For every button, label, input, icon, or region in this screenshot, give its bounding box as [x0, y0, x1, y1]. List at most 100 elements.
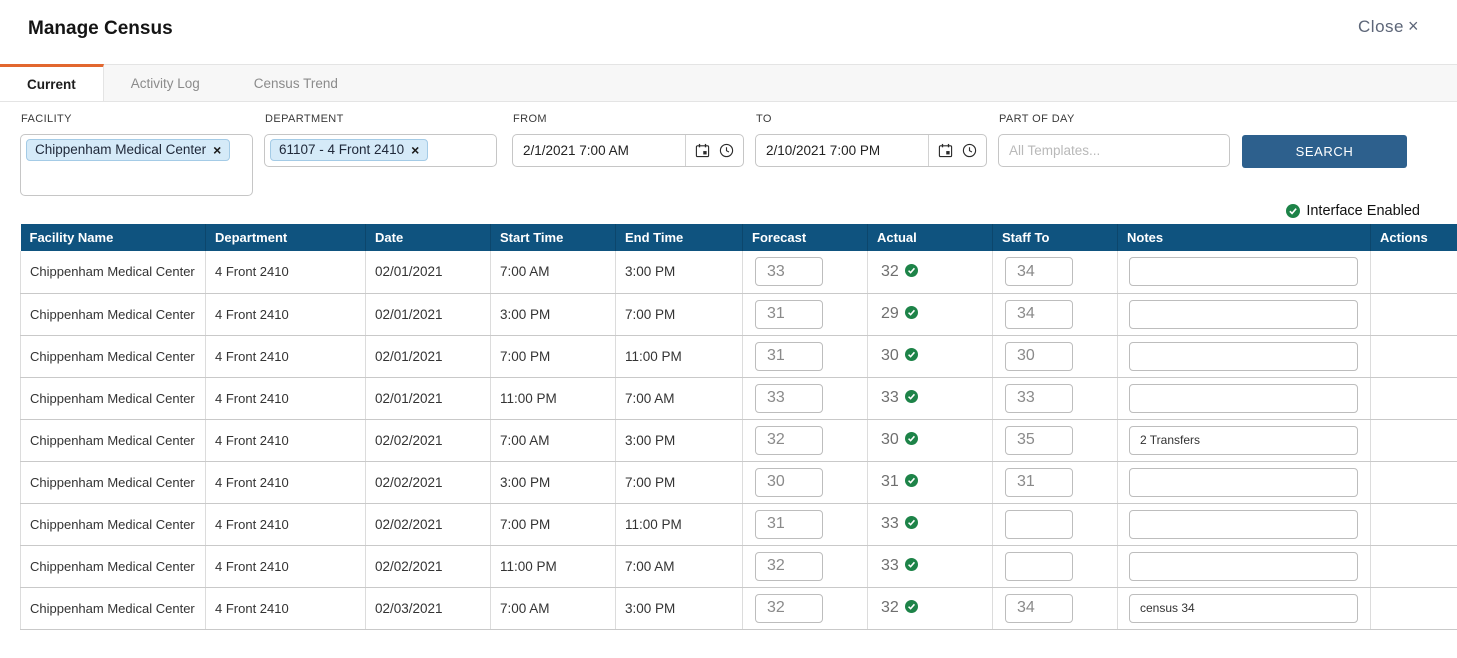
department-cell: 4 Front 2410	[205, 503, 366, 546]
notes-input[interactable]	[1129, 425, 1358, 455]
staff-to-cell	[992, 587, 1118, 630]
column-header-staff-to: Staff To	[992, 224, 1118, 251]
staff-to-input[interactable]	[1005, 509, 1073, 539]
to-datetime-icons	[928, 135, 986, 166]
staff-to-input[interactable]	[1005, 383, 1073, 413]
notes-input[interactable]	[1129, 257, 1358, 287]
start-time-cell: 7:00 PM	[490, 335, 616, 378]
actual-value: 33	[881, 557, 899, 574]
forecast-cell	[742, 251, 868, 294]
check-circle-icon	[904, 306, 918, 319]
table-row: Chippenham Medical Center 4 Front 2410 02/…	[20, 545, 1457, 588]
from-label: FROM	[513, 113, 547, 125]
actual-cell: 32	[867, 587, 993, 630]
date-cell: 02/02/2021	[365, 503, 491, 546]
staff-to-input[interactable]	[1005, 593, 1073, 623]
actual-value: 32	[881, 262, 899, 280]
actions-cell	[1370, 503, 1457, 546]
actual-cell: 33	[867, 377, 993, 420]
notes-input[interactable]	[1129, 551, 1358, 581]
notes-input[interactable]	[1129, 341, 1358, 371]
close-button[interactable]: Close ×	[1358, 16, 1419, 37]
start-time-cell: 11:00 PM	[490, 545, 616, 588]
table-row: Chippenham Medical Center 4 Front 2410 02/…	[20, 377, 1457, 420]
actual-cell: 29	[867, 293, 993, 336]
forecast-cell	[742, 377, 868, 420]
notes-cell	[1117, 293, 1371, 336]
from-datetime-input[interactable]	[513, 135, 685, 166]
calendar-icon[interactable]	[695, 143, 710, 158]
forecast-input[interactable]	[755, 257, 823, 287]
notes-cell	[1117, 419, 1371, 462]
end-time-cell: 7:00 AM	[615, 377, 743, 420]
department-label: DEPARTMENT	[265, 113, 344, 125]
tab-current[interactable]: Current	[0, 64, 104, 101]
actions-cell	[1370, 545, 1457, 588]
start-time-cell: 7:00 PM	[490, 503, 616, 546]
forecast-input[interactable]	[755, 425, 823, 455]
part-of-day-input[interactable]	[998, 134, 1230, 167]
notes-input[interactable]	[1129, 593, 1358, 623]
notes-input[interactable]	[1129, 383, 1358, 413]
panel-header: Manage Census Close ×	[0, 0, 1457, 40]
notes-input[interactable]	[1129, 299, 1358, 329]
table-row: Chippenham Medical Center 4 Front 2410 02/…	[20, 461, 1457, 504]
to-datetime-input[interactable]	[756, 135, 928, 166]
tab-census-trend[interactable]: Census Trend	[253, 75, 338, 91]
start-time-cell: 7:00 AM	[490, 251, 616, 294]
staff-to-input[interactable]	[1005, 551, 1073, 581]
department-multiselect[interactable]: 61107 - 4 Front 2410 ×	[264, 134, 497, 167]
department-cell: 4 Front 2410	[205, 335, 366, 378]
interface-status: Interface Enabled	[0, 196, 1457, 224]
actual-value: 31	[881, 473, 899, 490]
notes-cell	[1117, 251, 1371, 294]
forecast-input[interactable]	[755, 551, 823, 581]
forecast-input[interactable]	[755, 341, 823, 371]
tab-activity-log[interactable]: Activity Log	[130, 75, 200, 91]
forecast-cell	[742, 545, 868, 588]
column-header-actual: Actual	[867, 224, 993, 251]
notes-cell	[1117, 503, 1371, 546]
end-time-cell: 11:00 PM	[615, 335, 743, 378]
department-cell: 4 Front 2410	[205, 377, 366, 420]
clock-icon[interactable]	[962, 143, 977, 158]
department-chip-remove-icon[interactable]: ×	[411, 141, 420, 158]
department-chip: 61107 - 4 Front 2410 ×	[270, 139, 429, 161]
calendar-icon[interactable]	[938, 143, 953, 158]
facility-chip-remove-icon[interactable]: ×	[213, 141, 222, 158]
staff-to-input[interactable]	[1005, 257, 1073, 287]
staff-to-input[interactable]	[1005, 299, 1073, 329]
table-row: Chippenham Medical Center 4 Front 2410 02/…	[20, 251, 1457, 294]
end-time-cell: 11:00 PM	[615, 503, 743, 546]
forecast-cell	[742, 503, 868, 546]
staff-to-input[interactable]	[1005, 425, 1073, 455]
check-circle-icon	[904, 600, 918, 613]
forecast-input[interactable]	[755, 467, 823, 497]
interface-status-label: Interface Enabled	[1306, 203, 1420, 219]
search-button[interactable]: SEARCH	[1242, 135, 1407, 168]
notes-input[interactable]	[1129, 467, 1358, 497]
facility-name-cell: Chippenham Medical Center	[20, 251, 206, 294]
forecast-input[interactable]	[755, 299, 823, 329]
end-time-cell: 7:00 PM	[615, 293, 743, 336]
check-circle-icon	[904, 516, 918, 529]
staff-to-cell	[992, 419, 1118, 462]
forecast-input[interactable]	[755, 383, 823, 413]
column-header-end-time: End Time	[615, 224, 743, 251]
facility-name-cell: Chippenham Medical Center	[20, 335, 206, 378]
department-filter-group: DEPARTMENT 61107 - 4 Front 2410 ×	[264, 113, 512, 167]
facility-name-cell: Chippenham Medical Center	[20, 293, 206, 336]
staff-to-input[interactable]	[1005, 341, 1073, 371]
end-time-cell: 3:00 PM	[615, 251, 743, 294]
check-circle-icon	[904, 474, 918, 487]
forecast-input[interactable]	[755, 593, 823, 623]
actual-cell: 30	[867, 419, 993, 462]
department-cell: 4 Front 2410	[205, 545, 366, 588]
notes-input[interactable]	[1129, 509, 1358, 539]
notes-cell	[1117, 545, 1371, 588]
end-time-cell: 7:00 PM	[615, 461, 743, 504]
clock-icon[interactable]	[719, 143, 734, 158]
facility-multiselect[interactable]: Chippenham Medical Center ×	[20, 134, 253, 196]
forecast-input[interactable]	[755, 509, 823, 539]
staff-to-input[interactable]	[1005, 467, 1073, 497]
